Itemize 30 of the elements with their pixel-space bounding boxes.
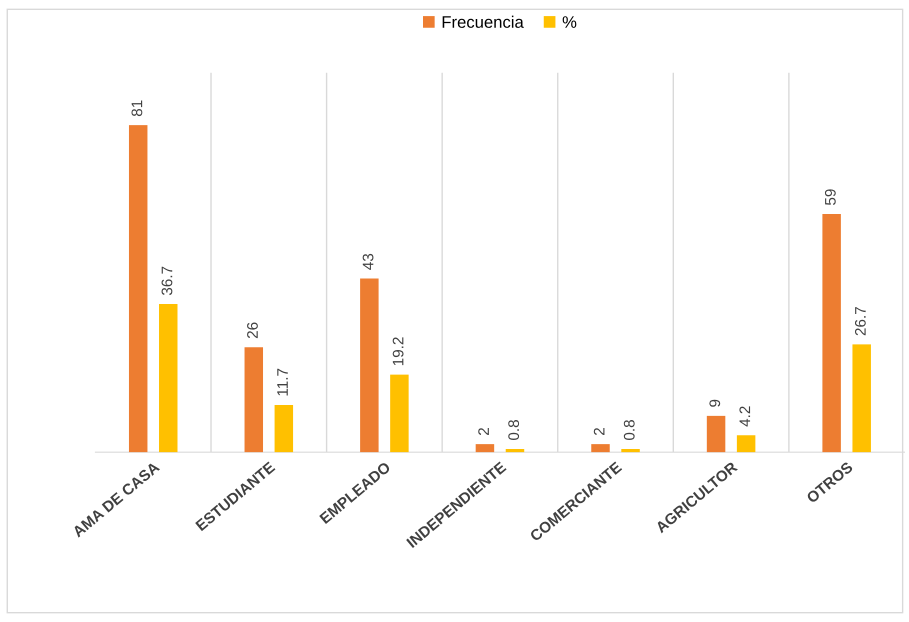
- bar: [274, 404, 294, 452]
- data-label: 19.2: [392, 337, 404, 366]
- bar: [591, 444, 610, 452]
- bar: [476, 444, 494, 452]
- data-label: 11.7: [277, 368, 288, 396]
- bar: [852, 344, 871, 452]
- bar: [360, 278, 379, 452]
- data-label: 81: [131, 100, 142, 116]
- bar: [506, 448, 524, 452]
- bar: [822, 214, 841, 452]
- legend-label: %: [562, 16, 576, 28]
- bar: [244, 347, 264, 452]
- data-label: 9: [709, 400, 720, 407]
- data-label: 4.2: [739, 406, 750, 427]
- bar: [128, 125, 148, 452]
- data-label: 36.7: [162, 266, 172, 296]
- bar: [736, 435, 756, 452]
- data-label: 26: [247, 322, 258, 338]
- bar: [706, 416, 726, 452]
- bar: [159, 304, 178, 452]
- data-label: 26.7: [854, 307, 866, 336]
- data-label: 2: [478, 428, 489, 436]
- bar: [390, 374, 409, 452]
- data-label: 43: [362, 254, 374, 270]
- bar: [621, 448, 640, 452]
- data-label: 0.8: [508, 420, 520, 440]
- data-label: 2: [594, 428, 604, 436]
- legend-label: Frecuencia: [442, 16, 524, 28]
- data-label: 0.8: [624, 420, 635, 440]
- data-label: 59: [824, 189, 836, 205]
